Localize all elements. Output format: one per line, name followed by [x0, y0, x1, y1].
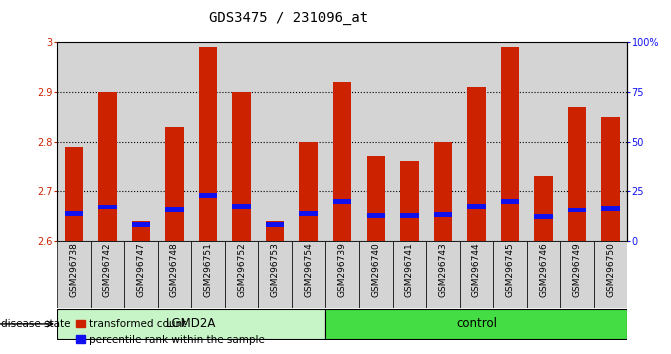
Bar — [64, 211, 83, 216]
Bar — [199, 47, 217, 241]
Text: GDS3475 / 231096_at: GDS3475 / 231096_at — [209, 11, 368, 25]
Bar — [534, 215, 553, 219]
Bar — [534, 176, 553, 241]
Bar — [258, 241, 292, 308]
Bar — [64, 147, 83, 241]
Bar — [433, 212, 452, 217]
Bar — [325, 42, 359, 241]
Text: control: control — [456, 318, 497, 330]
Bar — [132, 222, 150, 227]
Bar — [158, 42, 191, 241]
Bar — [232, 92, 251, 241]
Text: GSM296744: GSM296744 — [472, 242, 481, 297]
Bar — [292, 42, 325, 241]
Bar — [527, 241, 560, 308]
Text: GSM296748: GSM296748 — [170, 242, 179, 297]
Bar — [393, 241, 426, 308]
Text: LGMD2A: LGMD2A — [166, 318, 217, 330]
Bar — [132, 221, 150, 241]
Text: GSM296749: GSM296749 — [572, 242, 582, 297]
Bar — [594, 241, 627, 308]
Text: GSM296752: GSM296752 — [237, 242, 246, 297]
Bar — [191, 241, 225, 308]
Text: GSM296738: GSM296738 — [69, 242, 79, 297]
Bar — [433, 142, 452, 241]
Legend: transformed count, percentile rank within the sample: transformed count, percentile rank withi… — [72, 315, 269, 349]
Bar — [91, 241, 124, 308]
Text: GSM296741: GSM296741 — [405, 242, 414, 297]
Bar — [98, 92, 117, 241]
Bar — [333, 82, 352, 241]
Bar — [560, 42, 594, 241]
Bar — [393, 42, 426, 241]
Bar — [232, 204, 251, 209]
Bar — [57, 241, 91, 308]
Text: GSM296739: GSM296739 — [338, 242, 347, 297]
Text: disease state: disease state — [1, 319, 71, 329]
Bar — [124, 241, 158, 308]
Bar — [400, 213, 419, 218]
Bar — [225, 42, 258, 241]
Bar — [467, 204, 486, 209]
Bar — [568, 207, 586, 212]
Bar — [560, 241, 594, 308]
Bar — [325, 241, 359, 308]
Bar — [91, 42, 124, 241]
Bar — [501, 47, 519, 241]
Bar — [325, 309, 627, 339]
Bar — [601, 117, 620, 241]
Text: GSM296746: GSM296746 — [539, 242, 548, 297]
Bar — [299, 211, 318, 216]
Bar — [57, 42, 91, 241]
Text: GSM296750: GSM296750 — [606, 242, 615, 297]
Bar — [191, 42, 225, 241]
Bar — [493, 42, 527, 241]
Text: GSM296753: GSM296753 — [270, 242, 280, 297]
Bar — [57, 309, 325, 339]
Bar — [426, 42, 460, 241]
Bar — [165, 127, 184, 241]
Text: GSM296742: GSM296742 — [103, 242, 112, 297]
Bar — [98, 205, 117, 210]
Bar — [501, 199, 519, 204]
Bar — [359, 42, 393, 241]
Bar — [258, 42, 292, 241]
Bar — [165, 207, 184, 212]
Bar — [601, 206, 620, 211]
Bar — [527, 42, 560, 241]
Bar — [594, 42, 627, 241]
Bar — [400, 161, 419, 241]
Bar — [493, 241, 527, 308]
Text: GSM296751: GSM296751 — [203, 242, 213, 297]
Bar — [124, 42, 158, 241]
Bar — [460, 42, 493, 241]
Bar — [292, 241, 325, 308]
Bar — [568, 107, 586, 241]
Bar — [199, 193, 217, 198]
Bar — [266, 222, 285, 227]
Text: GSM296743: GSM296743 — [438, 242, 448, 297]
Bar — [158, 241, 191, 308]
Bar — [333, 199, 352, 204]
Bar — [366, 213, 385, 218]
Bar — [366, 156, 385, 241]
Text: GSM296740: GSM296740 — [371, 242, 380, 297]
Text: GSM296747: GSM296747 — [136, 242, 146, 297]
Bar — [299, 142, 318, 241]
Bar — [467, 87, 486, 241]
Text: GSM296745: GSM296745 — [505, 242, 515, 297]
Bar — [266, 221, 285, 241]
Bar — [225, 241, 258, 308]
Bar — [359, 241, 393, 308]
Bar — [426, 241, 460, 308]
Text: GSM296754: GSM296754 — [304, 242, 313, 297]
Bar — [460, 241, 493, 308]
